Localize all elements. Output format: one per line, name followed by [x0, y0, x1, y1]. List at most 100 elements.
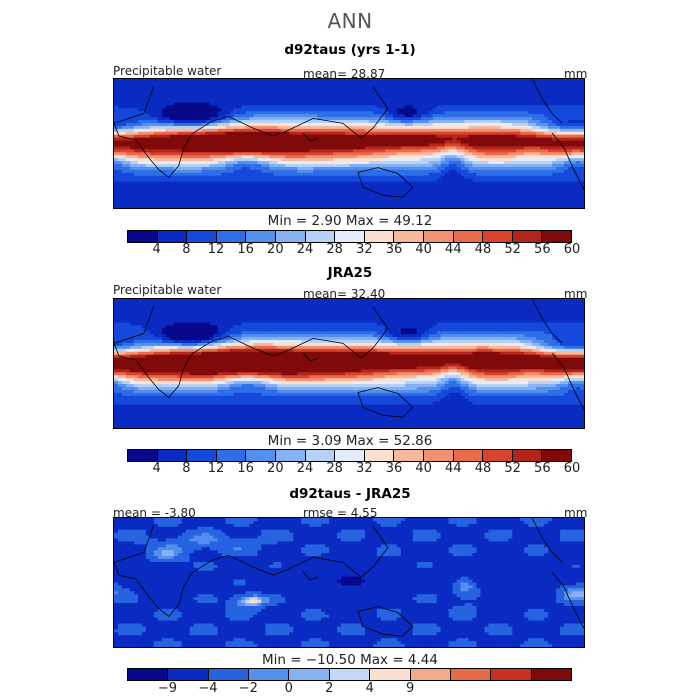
field-cell — [372, 178, 378, 183]
field-cell — [424, 105, 430, 109]
field-cell — [245, 120, 250, 124]
field-cell — [492, 169, 497, 174]
field-cell — [341, 125, 346, 130]
field-cell — [117, 93, 123, 97]
field-cell — [440, 137, 445, 141]
field-cell — [297, 190, 302, 194]
field-cell — [253, 81, 258, 86]
field-cell — [368, 96, 374, 100]
field-cell — [456, 187, 461, 191]
field-cell — [185, 158, 191, 162]
field-cell — [360, 172, 366, 177]
field-cell — [396, 137, 402, 141]
field-cell — [345, 184, 350, 188]
field-cell — [309, 114, 314, 118]
field-cell — [161, 175, 167, 180]
field-cell — [233, 161, 238, 165]
field-cell — [165, 158, 171, 162]
field-cell — [114, 187, 119, 191]
field-cell — [233, 99, 238, 103]
field-cell — [500, 128, 505, 133]
field-cell — [528, 99, 533, 103]
field-cell — [281, 90, 286, 95]
field-cell — [540, 120, 545, 124]
field-cell — [400, 99, 406, 103]
field-cell — [536, 161, 541, 165]
field-cell — [516, 120, 521, 124]
field-cell — [261, 187, 266, 191]
field-cell — [149, 196, 155, 200]
field-cell — [360, 114, 366, 118]
field-cell — [560, 172, 565, 177]
field-cell — [464, 137, 469, 141]
field-cell — [524, 131, 529, 136]
field-cell — [237, 128, 242, 133]
field-cell — [169, 166, 175, 171]
field-cell — [544, 193, 549, 197]
field-cell — [149, 131, 155, 136]
field-cell — [508, 193, 513, 197]
field-cell — [157, 114, 163, 118]
field-cell — [305, 137, 310, 141]
field-cell — [532, 84, 537, 89]
field-cell — [384, 84, 390, 89]
field-cell — [205, 143, 210, 147]
field-cell — [488, 125, 493, 130]
field-cell — [213, 99, 218, 103]
field-cell — [520, 199, 525, 203]
field-cell — [114, 128, 119, 133]
field-cell — [576, 108, 581, 112]
field-cell — [141, 166, 147, 171]
field-cell — [281, 137, 286, 141]
field-cell — [285, 117, 290, 121]
field-cell — [197, 166, 203, 171]
field-cell — [217, 96, 222, 100]
field-cell — [245, 187, 250, 191]
field-cell — [161, 181, 167, 185]
field-cell — [281, 140, 286, 144]
field-cell — [428, 125, 434, 130]
field-cell — [448, 175, 453, 180]
field-cell — [516, 193, 521, 197]
field-cell — [472, 169, 477, 174]
field-cell — [285, 172, 290, 177]
field-cell — [177, 114, 183, 118]
field-cell — [249, 114, 254, 118]
field-cell — [237, 175, 242, 180]
field-cell — [221, 178, 226, 183]
field-cell — [420, 196, 426, 200]
field-cell — [432, 81, 438, 86]
field-cell — [512, 108, 517, 112]
field-cell — [185, 79, 191, 83]
field-cell — [384, 122, 390, 127]
field-cell — [161, 196, 167, 200]
field-cell — [257, 108, 262, 112]
field-cell — [476, 111, 481, 115]
field-cell — [345, 178, 350, 183]
field-cell — [141, 117, 147, 121]
field-cell — [245, 178, 250, 183]
field-cell — [125, 134, 131, 139]
field-cell — [536, 96, 541, 100]
field-cell — [245, 128, 250, 133]
field-cell — [452, 169, 457, 174]
field-cell — [484, 161, 489, 165]
field-cell — [233, 140, 238, 144]
field-cell — [424, 117, 430, 121]
field-cell — [552, 175, 557, 180]
field-cell — [157, 140, 163, 144]
field-cell — [404, 184, 410, 188]
field-cell — [205, 137, 210, 141]
field-cell — [189, 99, 195, 103]
field-cell — [412, 128, 418, 133]
field-cell — [448, 122, 453, 127]
field-cell — [125, 166, 131, 171]
field-cell — [552, 196, 557, 200]
field-cell — [289, 79, 294, 83]
field-cell — [572, 87, 577, 92]
field-cell — [560, 140, 565, 144]
field-cell — [352, 184, 358, 188]
field-cell — [556, 105, 561, 109]
field-cell — [161, 178, 167, 183]
field-cell — [253, 184, 258, 188]
